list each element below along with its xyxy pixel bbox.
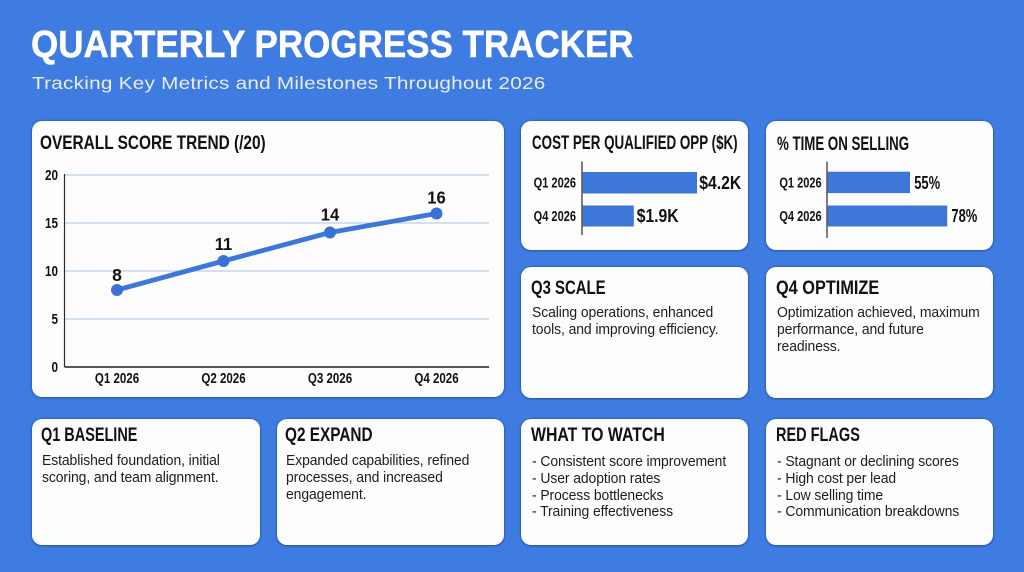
- svg-text:Q3 2026: Q3 2026: [308, 370, 352, 387]
- svg-text:$1.9K: $1.9K: [636, 205, 678, 227]
- svg-text:16: 16: [427, 188, 445, 207]
- svg-text:10: 10: [45, 263, 58, 280]
- svg-text:14: 14: [321, 205, 340, 224]
- svg-text:5: 5: [51, 311, 58, 328]
- svg-text:$4.2K: $4.2K: [699, 172, 741, 194]
- svg-text:Q4 2026: Q4 2026: [414, 370, 458, 387]
- svg-text:Q1 2026: Q1 2026: [779, 174, 821, 191]
- svg-text:Q4 2026: Q4 2026: [779, 207, 821, 224]
- svg-text:15: 15: [45, 215, 58, 232]
- svg-text:Q4 2026: Q4 2026: [533, 207, 575, 224]
- svg-text:55%: 55%: [914, 174, 940, 194]
- svg-text:Q2 2026: Q2 2026: [201, 370, 245, 387]
- svg-text:8: 8: [112, 265, 122, 285]
- svg-text:20: 20: [45, 167, 58, 184]
- svg-text:Q1 2026: Q1 2026: [533, 174, 575, 191]
- svg-text:0: 0: [51, 359, 58, 376]
- svg-text:78%: 78%: [951, 207, 977, 227]
- svg-text:Q1 2026: Q1 2026: [95, 370, 139, 387]
- svg-text:11: 11: [215, 235, 233, 254]
